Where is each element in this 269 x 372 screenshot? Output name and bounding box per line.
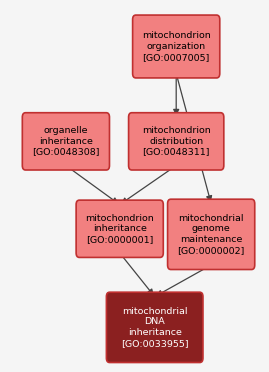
Text: mitochondrion
distribution
[GO:0048311]: mitochondrion distribution [GO:0048311] [142, 126, 211, 157]
Text: mitochondrial
DNA
inheritance
[GO:0033955]: mitochondrial DNA inheritance [GO:003395… [121, 307, 189, 348]
Text: mitochondrial
genome
maintenance
[GO:0000002]: mitochondrial genome maintenance [GO:000… [178, 214, 245, 255]
FancyBboxPatch shape [76, 200, 163, 257]
FancyBboxPatch shape [129, 113, 224, 170]
Text: organelle
inheritance
[GO:0048308]: organelle inheritance [GO:0048308] [32, 126, 100, 157]
FancyBboxPatch shape [106, 292, 203, 362]
Text: mitochondrion
inheritance
[GO:0000001]: mitochondrion inheritance [GO:0000001] [85, 214, 154, 244]
FancyBboxPatch shape [133, 15, 220, 78]
FancyBboxPatch shape [22, 113, 109, 170]
FancyBboxPatch shape [168, 199, 255, 269]
Text: mitochondrion
organization
[GO:0007005]: mitochondrion organization [GO:0007005] [142, 31, 211, 62]
